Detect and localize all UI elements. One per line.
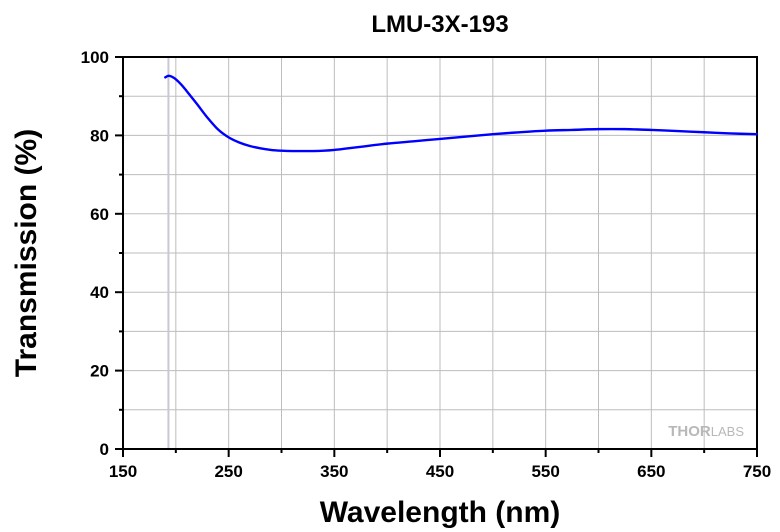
transmission-curve: [164, 74, 759, 153]
watermark-part-1: THOR: [668, 423, 711, 440]
y-axis-label: Transmission (%): [10, 129, 43, 377]
x-tick-label: 250: [214, 462, 242, 481]
x-axis-label: Wavelength (nm): [320, 496, 561, 529]
x-tick-label: 450: [426, 462, 454, 481]
chart-title: LMU-3X-193: [371, 11, 508, 38]
y-tick-label: 0: [100, 440, 109, 459]
x-tick-label: 150: [109, 462, 137, 481]
y-tick-label: 20: [90, 362, 109, 381]
x-tick-label: 650: [637, 462, 665, 481]
thorlabs-watermark: THORLABS: [668, 423, 744, 440]
x-tick-label: 750: [743, 462, 771, 481]
watermark-part-2: LABS: [711, 424, 745, 439]
y-tick-label: 60: [90, 205, 109, 224]
grid-lines: [122, 56, 758, 450]
y-tick-label: 100: [81, 48, 109, 67]
axis-ticks: [115, 56, 758, 457]
y-tick-label: 40: [90, 283, 109, 302]
x-tick-label: 550: [531, 462, 559, 481]
y-tick-label: 80: [90, 126, 109, 145]
x-tick-label: 350: [320, 462, 348, 481]
tick-labels: 150 250 350 450 550 650 750 0 20 40 60 80 100: [81, 48, 772, 481]
